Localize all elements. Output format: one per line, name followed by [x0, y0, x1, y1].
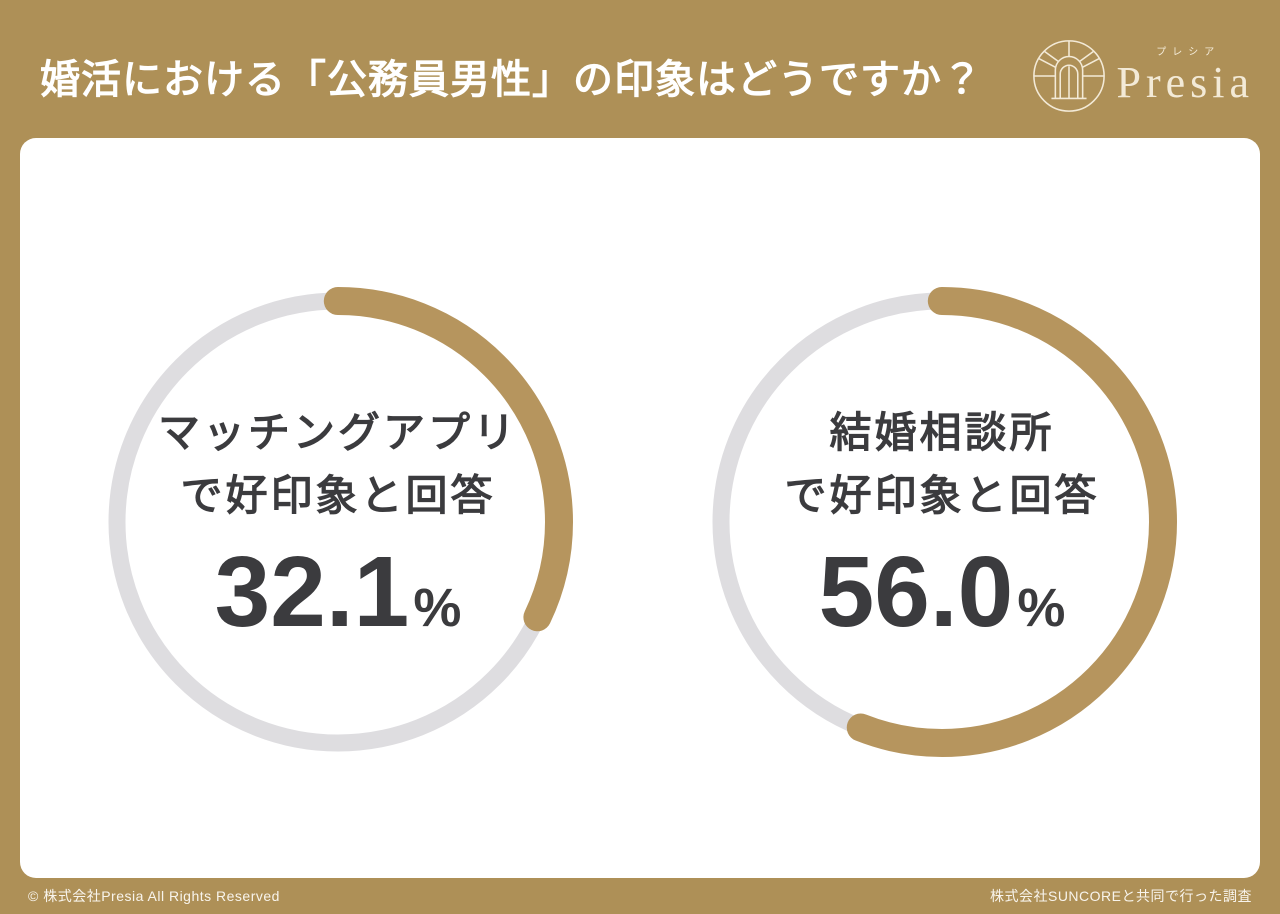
arched-window-icon	[1033, 40, 1106, 112]
donut-label-line1: 結婚相談所	[829, 409, 1055, 456]
donut-label-line1: マッチングアプリ	[157, 409, 518, 456]
donut-value: 32.1 %	[215, 537, 462, 647]
donut-value-number: 32.1	[214, 536, 410, 648]
donut-ring	[103, 287, 573, 757]
donut-center-text: 結婚相談所 で好印象と回答 56.0 %	[696, 276, 1188, 768]
donut-ring	[707, 287, 1177, 757]
donut-value: 56.0 %	[819, 537, 1066, 647]
presia-logo: プレシア Presia	[1030, 37, 1254, 115]
donut-value-unit: %	[1017, 578, 1066, 638]
donut-value-arc	[707, 287, 1177, 757]
survey-credit-text: 株式会社SUNCOREと共同で行った調査	[989, 888, 1252, 904]
donut-value-arc	[103, 287, 573, 757]
donut-value-number: 56.0	[818, 536, 1014, 648]
logo-ruby: プレシア	[1156, 46, 1221, 58]
chart-card: マッチングアプリ で好印象と回答 32.1 % 結婚相談所 で好印象と回答 56…	[20, 138, 1260, 878]
donut-chart-marriage-agency: 結婚相談所 で好印象と回答 56.0 %	[696, 276, 1188, 768]
logo-text: プレシア Presia	[1116, 46, 1254, 107]
footer: © 株式会社Presia All Rights Reserved 株式会社SUN…	[0, 878, 1280, 914]
header: 婚活における「公務員男性」の印象はどうですか？ プレシア Presia	[0, 0, 1280, 138]
donut-label-line2: で好印象と回答	[784, 472, 1100, 519]
donut-center-text: マッチングアプリ で好印象と回答 32.1 %	[92, 276, 584, 768]
logo-wordmark: Presia	[1116, 57, 1254, 107]
donut-chart-matching-app: マッチングアプリ で好印象と回答 32.1 %	[92, 276, 584, 768]
donut-value-unit: %	[413, 578, 462, 638]
donut-label-line2: で好印象と回答	[180, 472, 496, 519]
copyright-text: © 株式会社Presia All Rights Reserved	[28, 888, 280, 904]
page-title: 婚活における「公務員男性」の印象はどうですか？	[40, 58, 983, 102]
